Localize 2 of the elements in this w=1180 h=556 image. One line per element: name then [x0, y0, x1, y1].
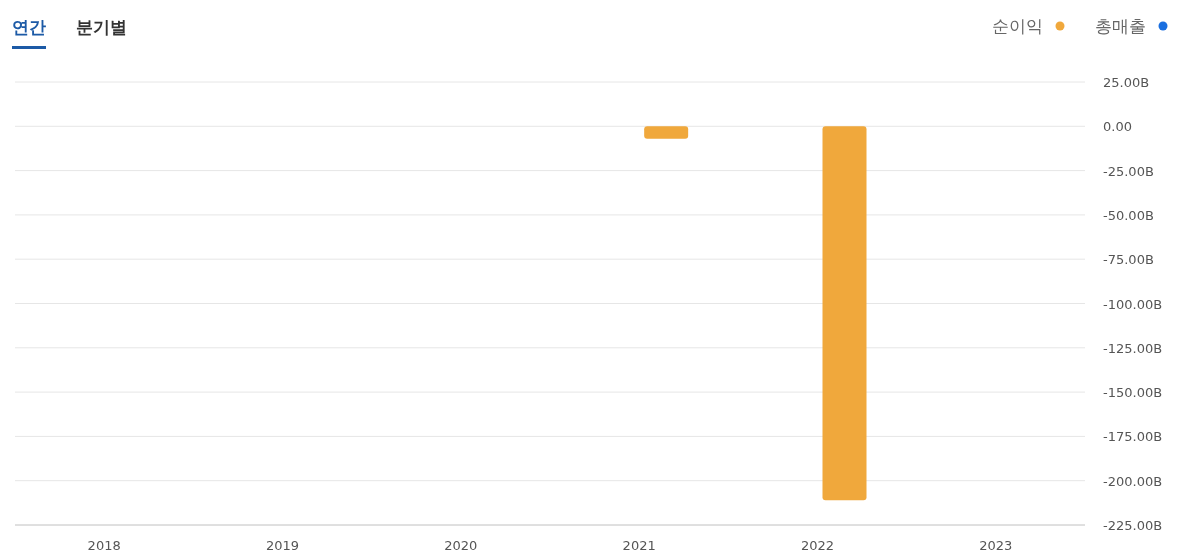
annotation: 연간	[12, 17, 46, 37]
annotation: 분기별	[76, 17, 127, 37]
